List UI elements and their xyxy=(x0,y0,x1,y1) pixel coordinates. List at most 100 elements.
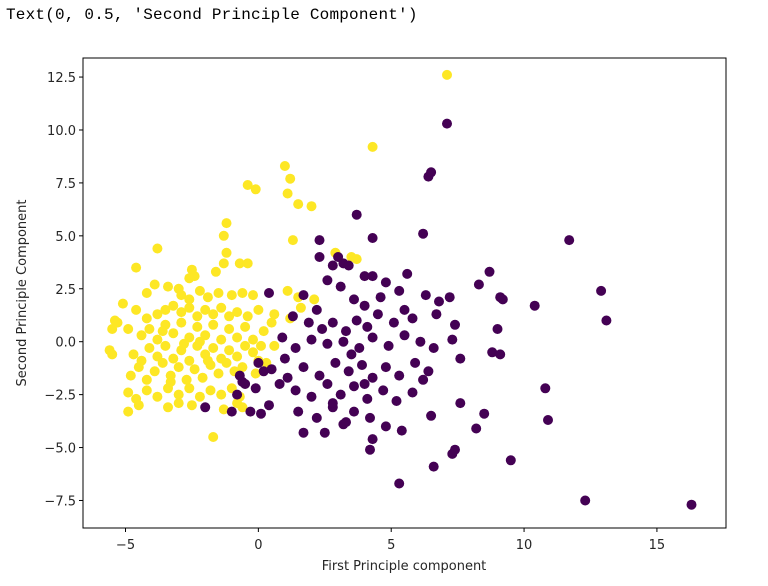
data-point xyxy=(399,330,410,341)
data-point xyxy=(484,266,495,277)
data-point xyxy=(184,355,195,366)
data-point xyxy=(157,326,168,337)
data-point xyxy=(248,334,258,345)
data-point xyxy=(428,343,439,353)
y-tick-label: 2.5 xyxy=(55,283,76,298)
y-tick-label: −2.5 xyxy=(44,389,76,404)
data-point xyxy=(354,343,365,353)
data-point xyxy=(144,343,155,353)
data-point xyxy=(277,332,288,343)
data-point xyxy=(250,383,261,394)
data-point xyxy=(479,408,490,419)
data-point xyxy=(173,398,184,409)
data-point xyxy=(420,290,431,301)
data-point xyxy=(349,294,359,305)
data-point xyxy=(269,309,280,320)
data-point xyxy=(208,432,219,442)
data-point xyxy=(365,444,375,455)
data-point xyxy=(248,290,258,301)
data-point xyxy=(341,326,351,337)
scatter-points xyxy=(104,69,697,510)
data-point xyxy=(287,311,298,322)
data-point xyxy=(269,340,280,351)
y-tick-label: 12.5 xyxy=(47,71,76,86)
data-point xyxy=(264,400,274,411)
data-point xyxy=(194,285,205,296)
data-point xyxy=(232,389,243,400)
data-point xyxy=(402,268,413,279)
data-point xyxy=(282,285,293,296)
data-point xyxy=(327,398,338,409)
data-point xyxy=(351,315,362,326)
data-point xyxy=(157,357,168,368)
data-point xyxy=(686,499,697,510)
data-point xyxy=(367,271,378,282)
data-point xyxy=(444,292,455,303)
data-point xyxy=(314,252,325,262)
data-point xyxy=(131,304,142,315)
data-point xyxy=(168,328,179,339)
data-point xyxy=(160,340,171,351)
data-point xyxy=(218,230,229,241)
data-point xyxy=(314,370,325,381)
data-point xyxy=(357,360,367,370)
data-point xyxy=(349,406,359,417)
data-point xyxy=(237,288,248,298)
data-point xyxy=(176,290,187,301)
y-tick-label: −5.0 xyxy=(44,442,76,457)
data-point xyxy=(168,300,179,311)
data-point xyxy=(279,353,290,364)
data-point xyxy=(149,366,160,377)
data-point xyxy=(311,304,322,315)
data-point xyxy=(497,294,508,305)
data-point xyxy=(399,304,410,315)
data-point xyxy=(322,338,333,349)
data-point xyxy=(232,351,243,362)
data-point xyxy=(218,258,229,269)
data-point xyxy=(335,389,346,400)
x-tick-label: 10 xyxy=(516,538,533,553)
data-point xyxy=(378,385,389,396)
data-point xyxy=(226,290,237,301)
data-point xyxy=(165,376,176,387)
data-point xyxy=(133,400,144,411)
data-point xyxy=(123,406,134,417)
data-point xyxy=(232,332,243,343)
data-point xyxy=(184,294,195,305)
data-point xyxy=(473,279,484,290)
data-point xyxy=(202,355,213,366)
data-point xyxy=(141,313,152,324)
data-point xyxy=(407,313,418,324)
data-point xyxy=(194,336,205,347)
data-point xyxy=(423,366,434,377)
data-point xyxy=(234,258,245,269)
data-point xyxy=(176,307,187,318)
data-point xyxy=(311,412,322,423)
data-point xyxy=(141,385,152,396)
data-point xyxy=(596,285,607,296)
data-point xyxy=(107,349,118,360)
data-point xyxy=(293,199,304,210)
y-tick-label: 5.0 xyxy=(55,230,76,245)
data-point xyxy=(152,391,163,402)
data-point xyxy=(282,188,293,199)
data-point xyxy=(234,370,245,381)
data-point xyxy=(205,385,216,396)
data-point xyxy=(176,317,187,328)
x-tick-label: 15 xyxy=(649,538,666,553)
data-point xyxy=(274,379,285,389)
data-point xyxy=(285,173,296,184)
data-point xyxy=(264,288,274,298)
data-point xyxy=(298,290,309,301)
data-point xyxy=(184,273,195,284)
axes-frame xyxy=(82,57,727,529)
data-point xyxy=(346,349,357,360)
data-point xyxy=(256,340,266,351)
data-point xyxy=(309,294,320,305)
data-point xyxy=(428,461,439,472)
data-point xyxy=(388,317,399,328)
data-point xyxy=(455,398,466,409)
data-point xyxy=(208,343,219,353)
data-point xyxy=(149,279,160,290)
data-point xyxy=(317,324,328,334)
